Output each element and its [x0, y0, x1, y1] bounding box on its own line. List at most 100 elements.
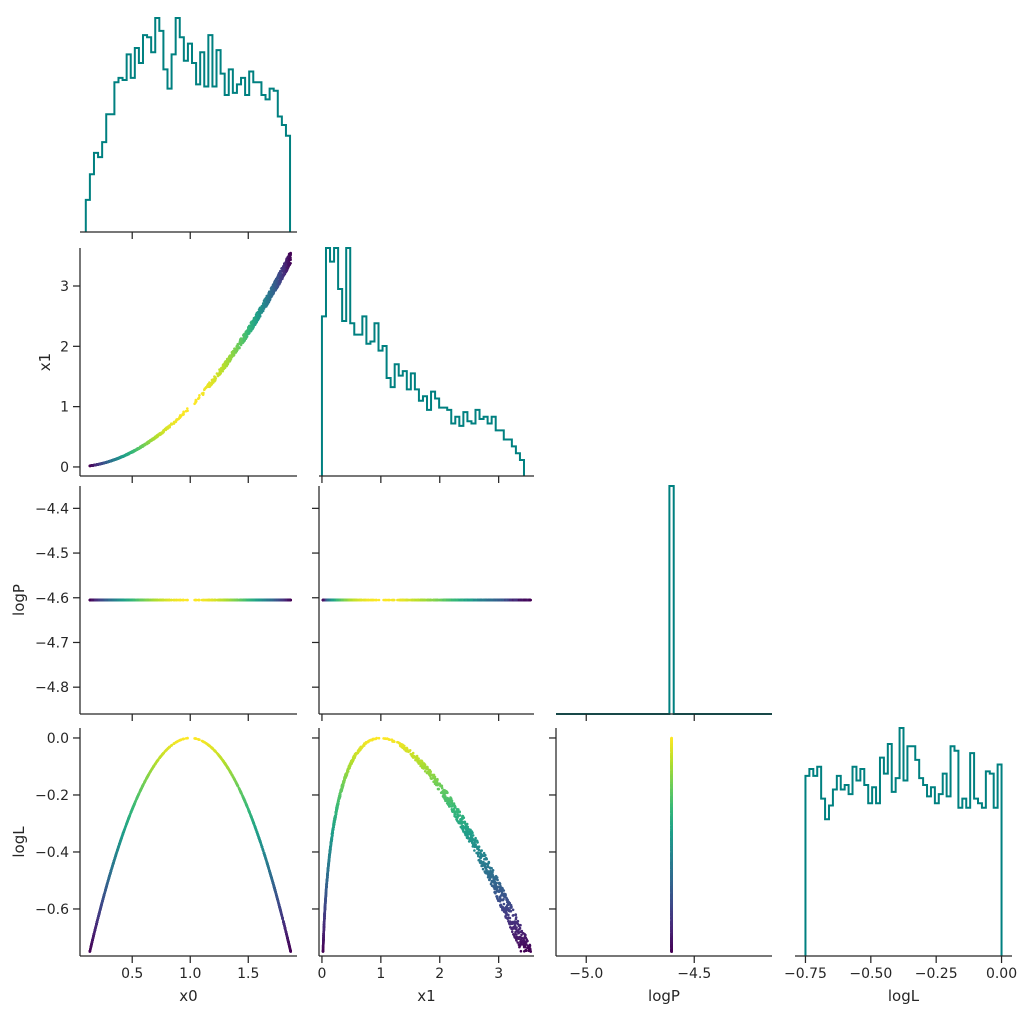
scatter-point	[184, 409, 188, 413]
scatter-point	[126, 452, 129, 456]
scatter-point	[287, 262, 291, 265]
scatter-point	[251, 327, 254, 331]
scatter-point	[228, 598, 232, 602]
scatter-point	[275, 598, 279, 602]
scatter-point	[182, 598, 185, 602]
scatter-point	[130, 451, 133, 454]
scatter-point	[448, 598, 452, 602]
scatter-point	[276, 285, 280, 288]
scatter-point	[108, 459, 112, 463]
scatter-point	[411, 598, 414, 602]
scatter-point	[176, 418, 180, 421]
scatter-point	[429, 598, 432, 602]
scatter-point	[384, 598, 387, 602]
scatter-point	[186, 598, 189, 602]
scatter-point	[362, 598, 366, 602]
scatter-point	[254, 322, 257, 326]
scatter-point	[529, 598, 532, 602]
scatter-point	[282, 272, 285, 276]
y-tick-label: 1	[60, 400, 69, 416]
scatter-point	[186, 407, 189, 410]
scatter-point	[114, 458, 117, 461]
scatter-point	[213, 375, 216, 378]
scatter-point	[168, 425, 171, 428]
scatter-point	[207, 384, 210, 387]
scatter-point	[221, 598, 224, 602]
scatter-point	[213, 377, 217, 381]
scatter-point	[116, 457, 120, 460]
scatter-point	[255, 598, 259, 602]
scatter-point	[272, 283, 275, 286]
scatter-point	[406, 598, 409, 602]
scatter-point	[161, 430, 164, 434]
scatter-point	[174, 598, 178, 602]
histogram-x1	[320, 247, 525, 476]
scatter-point	[289, 251, 293, 255]
scatter-point	[194, 400, 197, 404]
scatter-point	[246, 330, 250, 333]
scatter-point	[392, 598, 396, 602]
scatter-point	[519, 598, 522, 602]
scatter-point	[477, 598, 480, 602]
scatter-point	[225, 364, 228, 368]
scatter-point	[242, 337, 245, 341]
scatter-point	[174, 420, 178, 424]
scatter-point	[270, 295, 273, 299]
scatter-point	[284, 262, 288, 266]
scatter-point	[145, 598, 149, 602]
scatter-point	[194, 598, 197, 602]
scatter-point	[154, 598, 157, 602]
scatter-point	[97, 598, 101, 602]
scatter-point	[455, 598, 459, 602]
y-tick-label: −4.4	[35, 501, 69, 517]
y-tick-label: −4.7	[35, 635, 69, 651]
scatter-point	[90, 464, 94, 467]
scatter-point	[182, 411, 185, 415]
scatter-point	[159, 598, 163, 602]
scatter-point	[343, 598, 347, 602]
scatter-point	[197, 598, 201, 602]
scatter-point	[285, 269, 288, 273]
scatter-point	[170, 422, 173, 426]
scatter-point	[453, 598, 456, 602]
scatter-point	[114, 598, 117, 602]
scatter-point	[259, 306, 262, 310]
scatter-point	[284, 598, 288, 602]
scatter-point	[207, 598, 210, 602]
scatter-point	[135, 448, 139, 451]
scatter-point	[253, 318, 256, 321]
scatter-point	[480, 598, 483, 602]
scatter-point	[231, 354, 234, 358]
scatter-point	[88, 464, 92, 468]
scatter-point	[505, 598, 508, 602]
panel-x0-logP-scatter: −4.8−4.7−4.6−4.5−4.4	[35, 486, 297, 721]
scatter-point	[509, 598, 512, 602]
scatter-point	[126, 598, 129, 602]
scatter-point	[261, 309, 265, 313]
scatter-point	[95, 598, 98, 602]
scatter-point	[108, 598, 112, 602]
scatter-point	[261, 302, 265, 305]
scatter-point	[135, 598, 139, 602]
scatter-point	[274, 284, 277, 288]
scatter-point	[270, 598, 273, 602]
scatter-point	[200, 598, 204, 602]
y-tick-label: −4.6	[35, 591, 69, 607]
scatter-point	[217, 372, 221, 376]
scatter-point	[282, 268, 285, 271]
scatter-points-x1-logP	[321, 598, 532, 602]
histogram-x0	[84, 17, 292, 232]
scatter-point	[255, 315, 259, 318]
panel-x1-histogram	[319, 247, 534, 483]
scatter-point	[178, 414, 182, 417]
scatter-points-x0-logL	[88, 736, 293, 953]
scatter-point	[280, 598, 284, 602]
scatter-point	[282, 265, 286, 268]
scatter-point	[275, 276, 279, 280]
panel-x0-histogram	[80, 17, 297, 239]
scatter-point	[255, 319, 259, 323]
scatter-point	[373, 598, 377, 602]
scatter-point	[247, 327, 250, 331]
scatter-point	[459, 598, 463, 602]
